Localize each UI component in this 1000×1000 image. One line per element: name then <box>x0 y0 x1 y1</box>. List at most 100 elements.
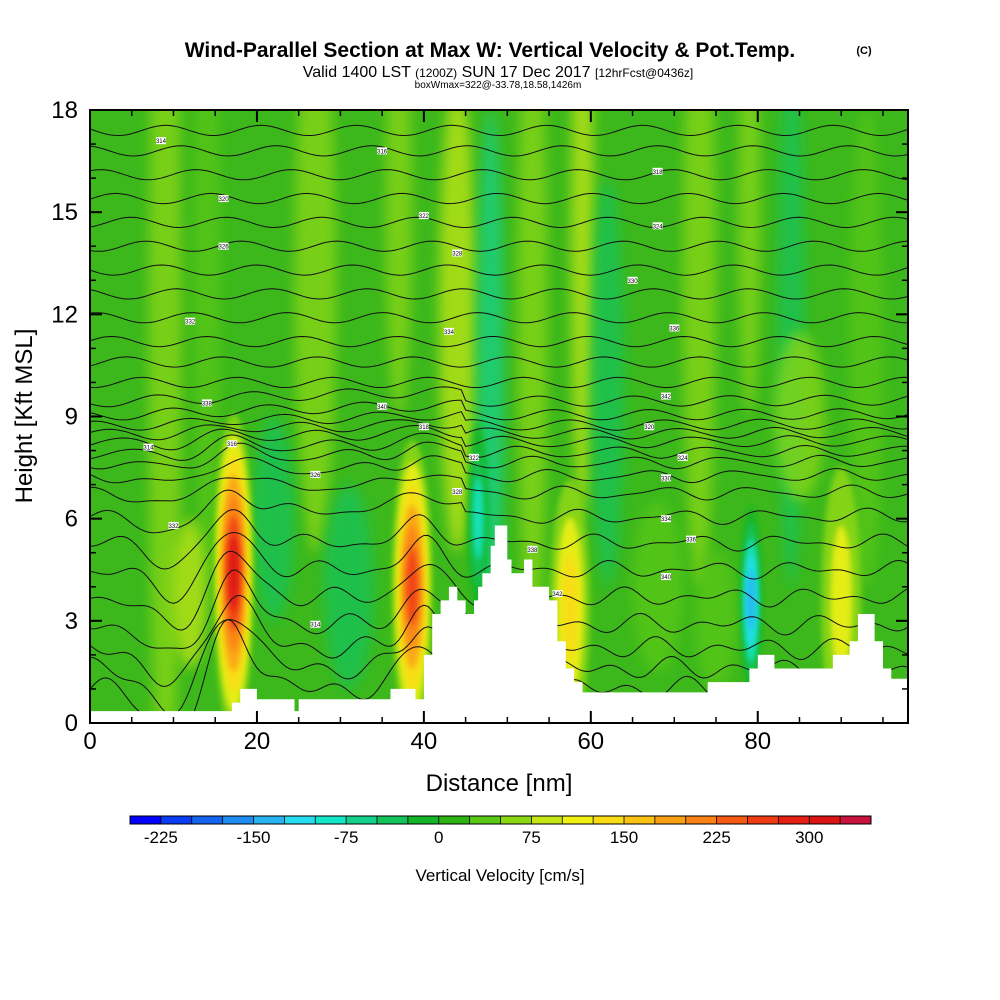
isentrope-label-text: 322 <box>419 214 430 220</box>
colorbar-tick-label: 225 <box>702 828 730 847</box>
velocity-streak <box>590 178 625 587</box>
velocity-streak <box>294 110 337 553</box>
isentrope-label-text: 332 <box>185 320 196 326</box>
colorbar-swatch <box>593 816 625 824</box>
velocity-streak <box>517 110 548 655</box>
colorbar-swatch <box>191 816 223 824</box>
isentrope-label-text: 318 <box>653 170 664 176</box>
plot-area: 314 316 318 320 322 324 326 328 330 332 334 336 338 3… <box>90 110 908 723</box>
isentrope-label-text: 330 <box>628 279 639 285</box>
isentrope-label: 322 <box>469 453 480 462</box>
colorbar-swatch <box>562 816 594 824</box>
y-tick-label: 9 <box>65 404 78 431</box>
isentrope-label-text: 340 <box>661 575 672 581</box>
isentrope-label-bg <box>201 399 212 407</box>
isentrope-label-bg <box>143 443 154 451</box>
isentrope-label: 336 <box>669 324 680 332</box>
isentrope-label-bg <box>677 453 688 461</box>
isentrope-label-text: 342 <box>661 395 672 401</box>
isentrope-label-text: 326 <box>310 473 321 479</box>
isentrope-label: 320 <box>219 195 230 203</box>
colorbar-swatch <box>222 816 254 824</box>
isentrope-label: 328 <box>452 487 463 496</box>
isentrope-label: 340 <box>661 573 672 581</box>
colorbar-swatch <box>253 816 285 824</box>
isentrope-label-text: 338 <box>202 401 213 407</box>
isentrope-label-text: 324 <box>653 224 664 230</box>
isentrope-label: 336 <box>686 535 697 544</box>
isentrope-label-text: 334 <box>444 330 455 336</box>
colorbar-tick-label: -150 <box>236 828 270 847</box>
isentrope-label-bg <box>218 242 229 250</box>
isentrope-label-bg <box>527 545 538 553</box>
copyright-mark: (C) <box>856 45 872 57</box>
y-tick-label: 18 <box>51 97 78 124</box>
velocity-streak <box>438 110 476 553</box>
isentrope-label-text: 336 <box>686 538 697 544</box>
isentrope-label-text: 320 <box>219 197 230 203</box>
isentrope-label: 324 <box>677 453 688 462</box>
isentrope-label: 332 <box>185 317 196 326</box>
velocity-streak <box>252 416 295 621</box>
colorbar-swatch <box>469 816 501 824</box>
isentrope-line <box>90 124 908 137</box>
colorbar-swatch <box>407 816 440 824</box>
subtitle-valid: Valid 1400 LST <box>303 64 411 81</box>
isentrope-line <box>90 386 908 408</box>
isentrope-line <box>90 312 908 324</box>
isentrope-label-text: 328 <box>452 252 463 258</box>
updraft-core <box>228 535 239 611</box>
colorbar-swatch <box>654 816 687 824</box>
updraft-core <box>561 553 579 661</box>
y-tick-label: 15 <box>51 199 78 226</box>
colorbar-tick-label: 0 <box>434 828 443 847</box>
isentrope-label: 342 <box>552 590 563 598</box>
isentrope-label: 316 <box>227 440 238 448</box>
isentrope-label: 314 <box>156 137 167 145</box>
isentrope-label-text: 318 <box>419 425 430 431</box>
isentrope-label-bg <box>627 276 638 284</box>
isentrope-label-bg <box>168 521 179 529</box>
isentrope-label-bg <box>652 222 663 230</box>
isentrope-label-bg <box>310 620 321 628</box>
box-info: boxWmax=322@-33.78,18.58,1426m <box>415 80 582 91</box>
isentrope-label: 316 <box>377 147 388 155</box>
colorbar-swatch <box>685 816 717 824</box>
isentrope-label: 330 <box>661 474 672 482</box>
velocity-streak <box>570 110 595 519</box>
isentrope-line <box>90 399 908 421</box>
velocity-streak <box>849 110 883 587</box>
chart-subtitle: Valid 1400 LST (1200Z) SUN 17 Dec 2017 [… <box>303 64 694 81</box>
colorbar-swatch <box>840 816 872 824</box>
chart-title: Wind-Parallel Section at Max W: Vertical… <box>185 39 796 62</box>
colorbar-swatch <box>346 816 378 824</box>
isentrope-line <box>90 424 908 451</box>
isentrope-label-bg <box>660 474 671 482</box>
isentrope-line <box>90 264 908 276</box>
isentrope-line <box>90 216 908 229</box>
terrain-profile <box>90 525 908 723</box>
isentrope-label: 338 <box>202 399 213 407</box>
colorbar-swatch <box>284 816 316 824</box>
isentrope-label: 314 <box>143 443 154 452</box>
y-tick-label: 6 <box>65 506 78 533</box>
velocity-streak <box>682 110 717 587</box>
isentrope-label: 314 <box>310 620 321 629</box>
isentrope-label-bg <box>226 440 237 448</box>
colorbar-tick-label: 75 <box>522 828 541 847</box>
isentrope-label-text: 314 <box>143 446 154 452</box>
isentrope-line <box>90 432 908 461</box>
isentrope-label: 330 <box>627 276 639 285</box>
colorbar: -225 -150 -75 0 75 150 225 300 <box>129 815 872 847</box>
isentrope-label: 332 <box>168 521 179 530</box>
isentrope-label: 334 <box>661 515 672 523</box>
colorbar-swatch <box>500 816 532 824</box>
velocity-streak <box>695 552 737 689</box>
colorbar-swatch <box>377 816 409 824</box>
x-tick-label: 0 <box>83 728 96 755</box>
isentrope-label: 324 <box>652 222 664 230</box>
isentrope-label-text: 328 <box>452 490 463 496</box>
isentrope-label-text: 314 <box>310 623 321 629</box>
isentrope-label-text: 314 <box>156 139 167 145</box>
isentrope-label-text: 330 <box>661 476 672 482</box>
